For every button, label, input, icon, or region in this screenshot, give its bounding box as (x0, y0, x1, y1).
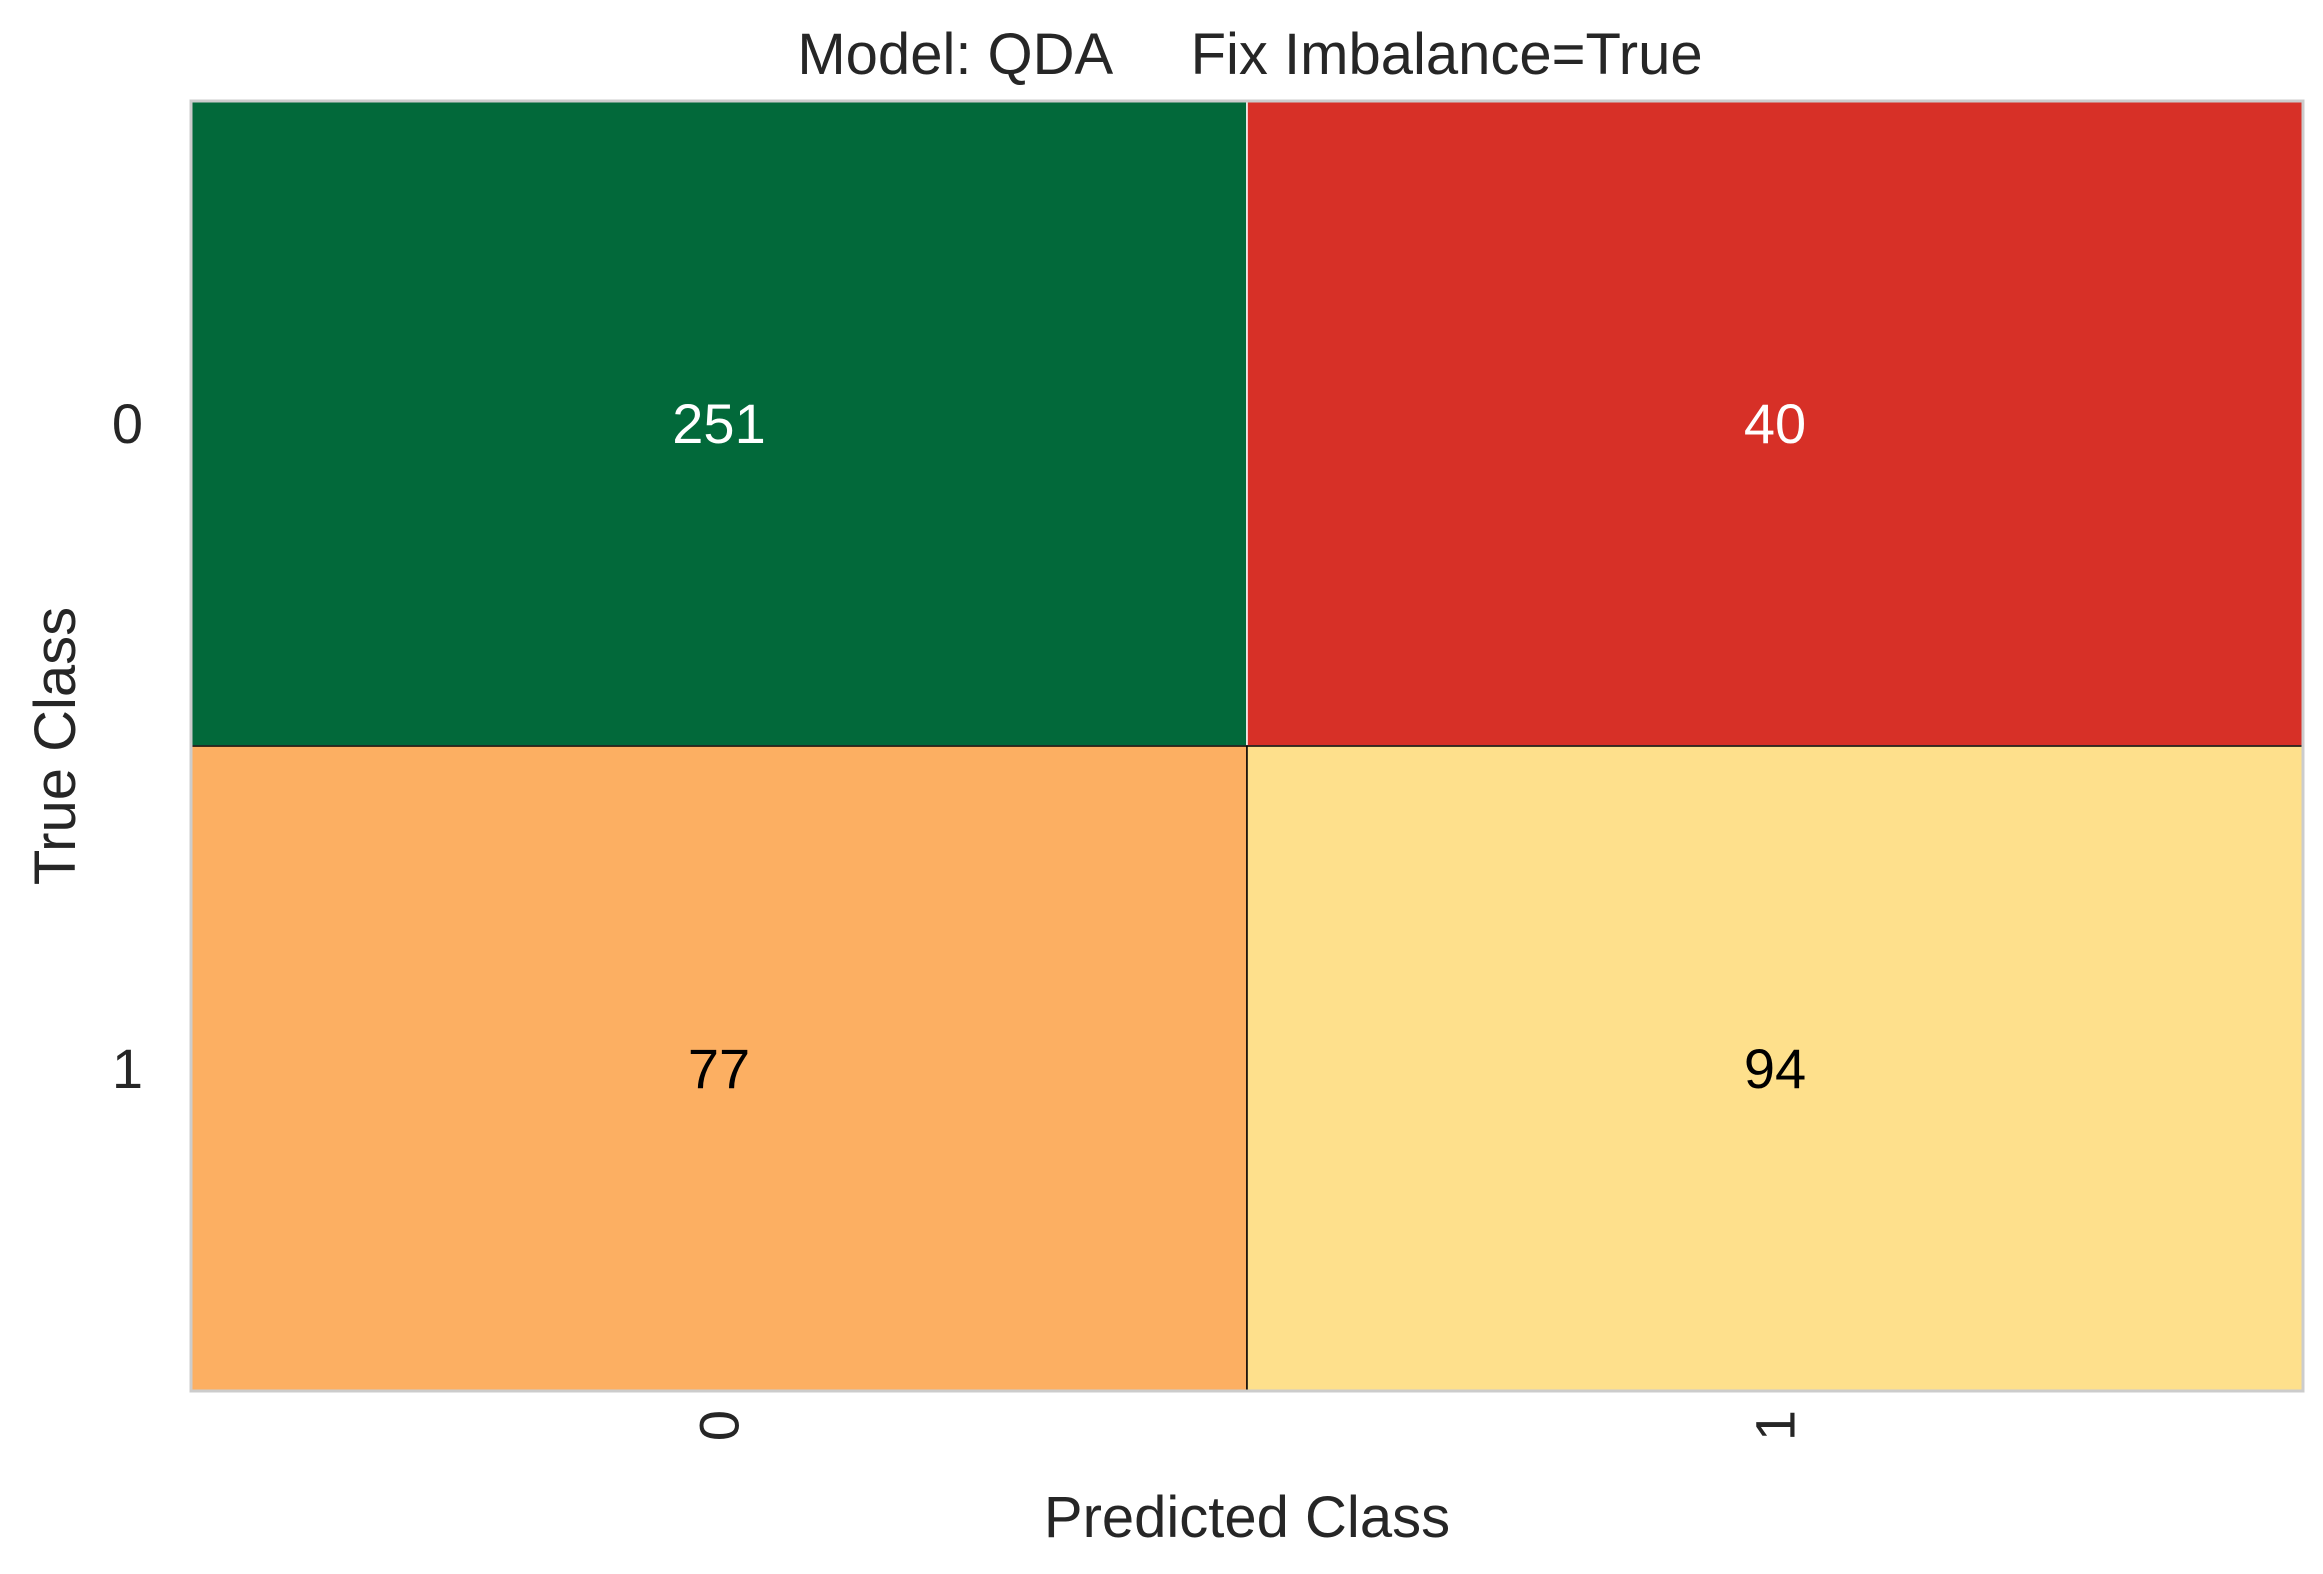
x-axis-label: Predicted Class (1044, 1485, 1450, 1550)
cell-value-label: 251 (672, 392, 765, 455)
y-tick-label: 1 (112, 1037, 143, 1100)
cell-value-labels: 251 40 77 94 (672, 392, 1806, 1100)
cell-value-label: 94 (1744, 1037, 1806, 1100)
tick-labels: 0 1 0 1 (112, 392, 1807, 1441)
x-tick-label: 1 (1744, 1410, 1807, 1441)
y-axis-label: True Class (23, 607, 88, 885)
y-tick-label: 0 (112, 392, 143, 455)
heatmap-cells (190, 100, 2304, 1392)
heatmap-cell-r0-c0 (190, 100, 1248, 747)
x-tick-label: 0 (688, 1410, 751, 1441)
heatmap-cell-r1-c0 (190, 745, 1248, 1392)
cell-value-label: 40 (1744, 392, 1806, 455)
cell-value-label: 77 (688, 1037, 750, 1100)
plot-frame (189, 99, 2305, 1393)
chart-title: Model: QDA Fix Imbalance=True (797, 22, 1702, 87)
heatmap-cell-r1-c1 (1246, 745, 2304, 1392)
